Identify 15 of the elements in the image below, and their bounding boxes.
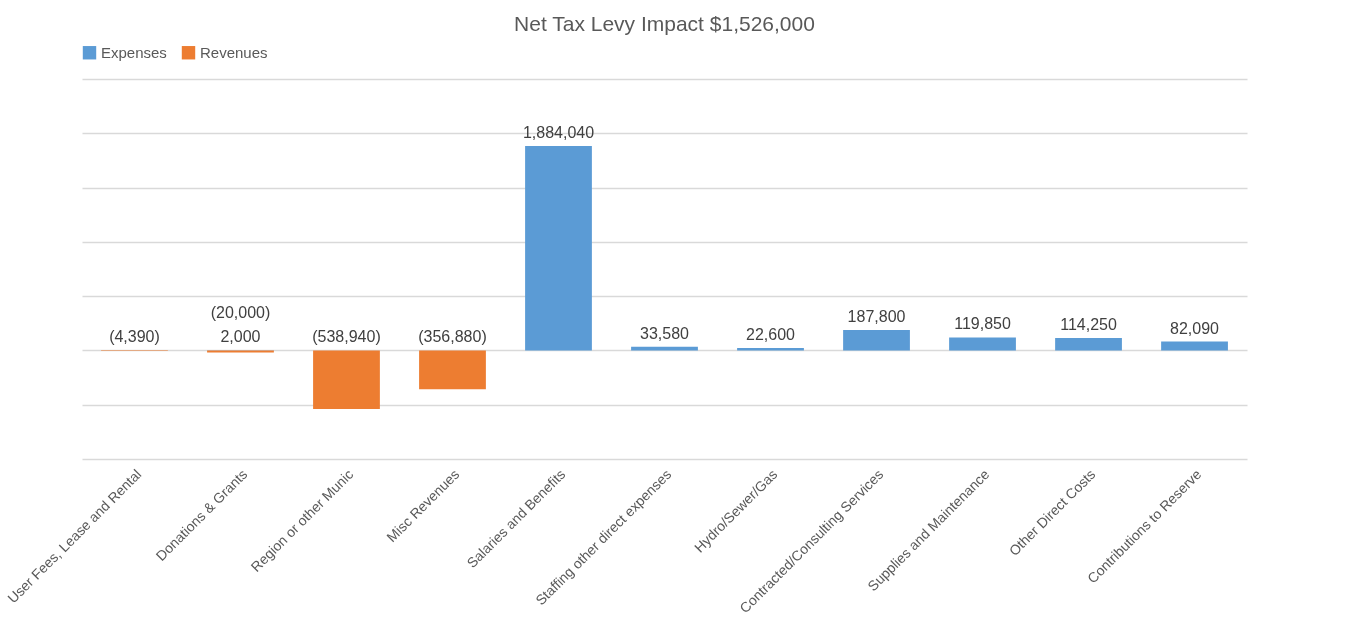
data-label: 119,850: [954, 315, 1011, 333]
data-label: (20,000): [210, 304, 271, 322]
data-label: 2,000: [220, 328, 261, 346]
data-label: (538,940): [312, 328, 381, 346]
data-label: 187,800: [847, 308, 906, 326]
data-label: 114,250: [1060, 316, 1117, 334]
legend-label: Expenses: [101, 43, 167, 61]
data-label: 33,580: [640, 324, 690, 342]
data-label: 1,884,040: [522, 123, 595, 141]
chart-title: Net Tax Levy Impact $1,526,000: [514, 12, 815, 35]
legend-label: Revenues: [200, 43, 268, 61]
data-label: 82,090: [1170, 319, 1220, 337]
data-label: (4,390): [109, 328, 160, 346]
data-label: (356,880): [418, 328, 487, 346]
data-label: 22,600: [746, 325, 796, 343]
